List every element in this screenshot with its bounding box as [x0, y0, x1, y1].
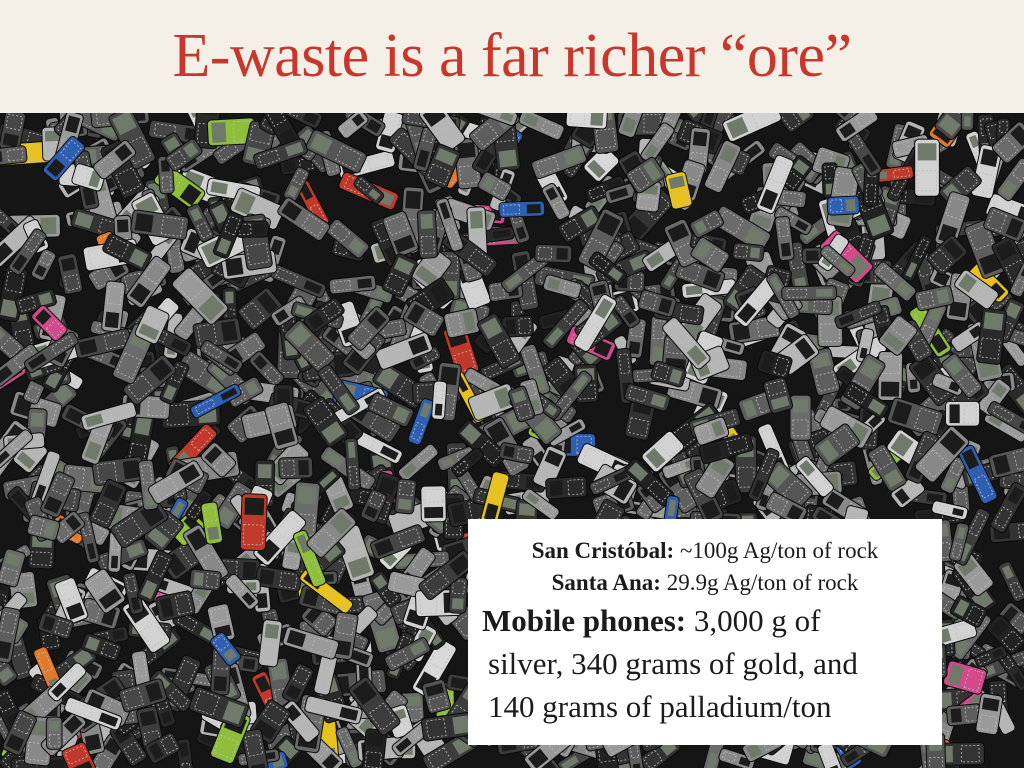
mobile-phones-value: 3,000 g of: [686, 603, 821, 638]
santa-ana-value: 29.9g Ag/ton of rock: [660, 570, 859, 595]
slide-title: E-waste is a far richer “ore”: [172, 22, 852, 90]
title-band: E-waste is a far richer “ore”: [0, 0, 1024, 113]
mobile-phones-label: Mobile phones:: [482, 603, 687, 638]
callout-line-santa-ana: Santa Ana: 29.9g Ag/ton of rock: [482, 567, 928, 599]
callout-line-san-cristobal: San Cristóbal: ~100g Ag/ton of rock: [482, 535, 928, 567]
stats-callout: San Cristóbal: ~100g Ag/ton of rock Sant…: [468, 519, 942, 745]
san-cristobal-label: San Cristóbal:: [531, 538, 675, 563]
callout-line-gold: silver, 340 grams of gold, and: [488, 646, 858, 681]
callout-line-palladium: 140 grams of palladium/ton: [488, 689, 832, 724]
santa-ana-label: Santa Ana:: [551, 570, 661, 595]
san-cristobal-value: ~100g Ag/ton of rock: [674, 538, 879, 563]
callout-line-mobile-phones: Mobile phones: 3,000 g of: [482, 599, 928, 642]
